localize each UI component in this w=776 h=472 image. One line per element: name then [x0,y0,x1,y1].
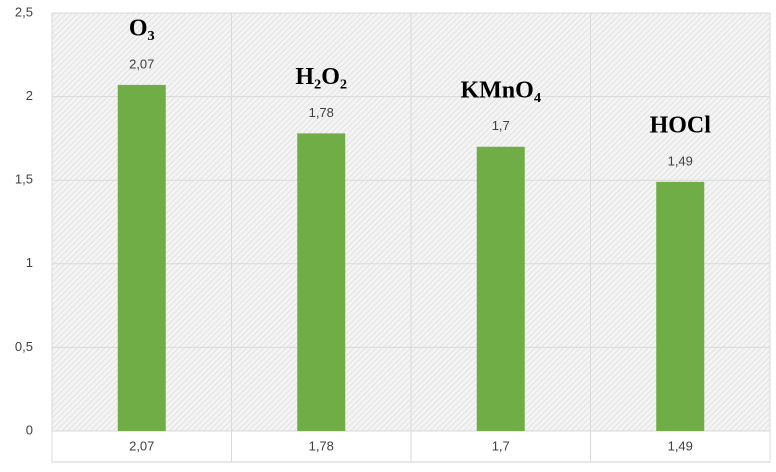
value-label: 2,07 [129,56,154,71]
value-label: 1,7 [492,118,510,133]
category-label: H₂O₂ [295,64,347,90]
y-tick-label: 2,5 [15,4,33,19]
table-value: 1,78 [309,438,334,453]
table-value: 1,7 [492,438,510,453]
value-label: 1,49 [668,153,693,168]
y-tick-label: 2 [26,88,33,103]
y-tick-label: 1 [26,255,33,270]
table-value: 1,49 [668,438,693,453]
bar [656,181,705,431]
value-label: 1,78 [309,105,334,120]
category-label: O₃ [129,15,155,41]
y-tick-label: 1,5 [15,172,33,187]
category-label: KMnO₄ [460,77,541,103]
category-label: HOCl [650,112,712,138]
y-tick-label: 0,5 [15,339,33,354]
y-tick-label: 0 [26,422,33,437]
bar [476,146,525,431]
table-value: 2,07 [129,438,154,453]
bar [297,133,346,431]
bar [117,84,166,432]
